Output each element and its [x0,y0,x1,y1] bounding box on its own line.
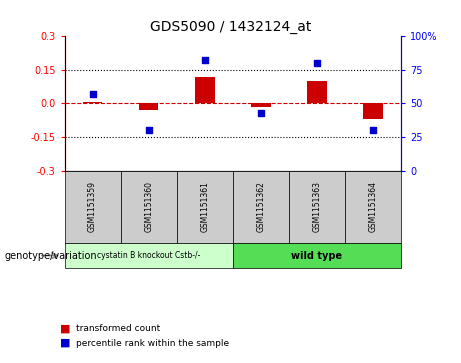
Text: wild type: wild type [291,250,343,261]
Text: GSM1151362: GSM1151362 [256,182,266,232]
Point [369,127,377,133]
Text: cystatin B knockout Cstb-/-: cystatin B knockout Cstb-/- [97,251,201,260]
Text: GSM1151364: GSM1151364 [368,182,378,232]
Text: ■: ■ [60,338,71,348]
Text: GSM1151363: GSM1151363 [313,182,321,232]
Text: GSM1151360: GSM1151360 [144,182,153,232]
Text: transformed count: transformed count [76,324,160,333]
Point [313,60,321,66]
Bar [363,103,383,119]
Text: GSM1151359: GSM1151359 [88,182,97,232]
Bar [307,81,327,103]
Point [257,110,265,116]
Text: ■: ■ [60,323,71,334]
Point [89,91,96,97]
Text: GSM1151361: GSM1151361 [200,182,209,232]
Bar [139,103,159,110]
Point [145,127,152,133]
Bar [251,103,271,107]
Text: percentile rank within the sample: percentile rank within the sample [76,339,229,347]
Text: GDS5090 / 1432124_at: GDS5090 / 1432124_at [150,20,311,34]
Point [201,58,208,64]
Text: genotype/variation: genotype/variation [5,250,97,261]
Bar [83,102,102,103]
Bar [195,77,214,103]
